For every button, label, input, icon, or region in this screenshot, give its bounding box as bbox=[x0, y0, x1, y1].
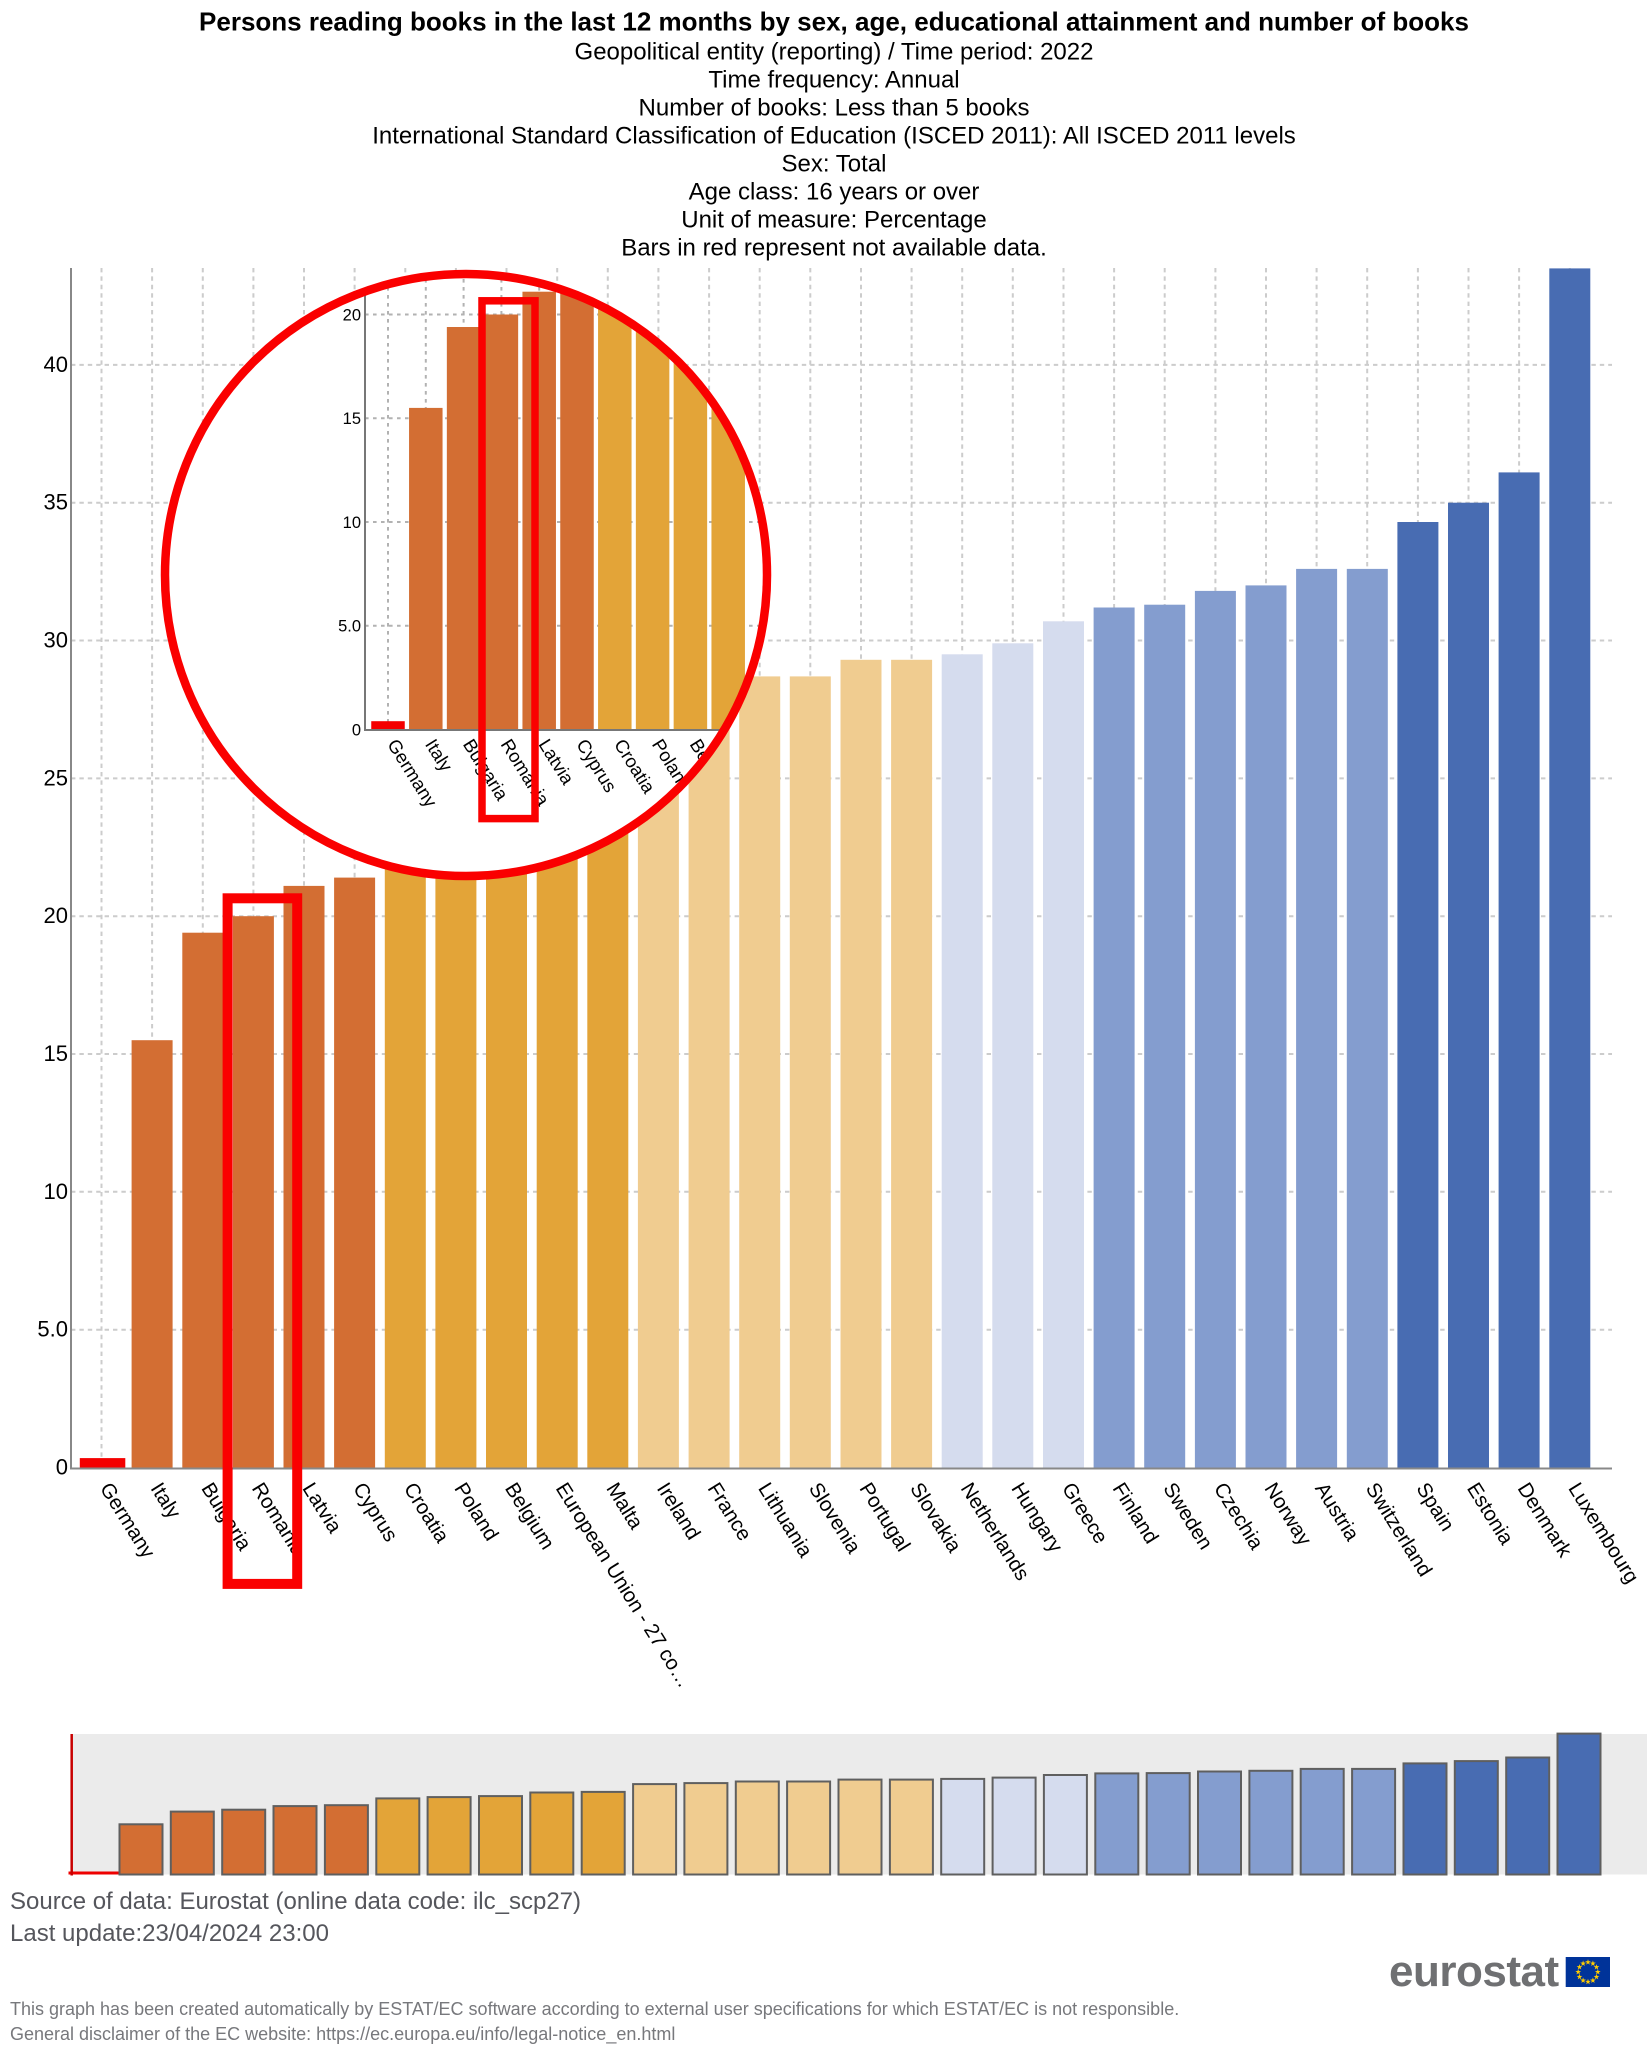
svg-text:International Standard Classif: International Standard Classification of… bbox=[372, 123, 1296, 150]
svg-text:Number of books: Less than 5 b: Number of books: Less than 5 books bbox=[639, 95, 1030, 122]
svg-text:25: 25 bbox=[44, 765, 68, 790]
svg-text:Bars in red represent not avai: Bars in red represent not available data… bbox=[621, 235, 1047, 262]
svg-text:General disclaimer of the EC w: General disclaimer of the EC website: ht… bbox=[10, 2024, 675, 2045]
svg-text:35: 35 bbox=[44, 490, 68, 515]
svg-text:40: 40 bbox=[44, 352, 68, 377]
svg-text:eurostat: eurostat bbox=[1389, 1947, 1559, 1996]
svg-text:Age class: 16 years or over: Age class: 16 years or over bbox=[689, 179, 980, 206]
svg-text:Time frequency: Annual: Time frequency: Annual bbox=[708, 67, 959, 94]
svg-text:Persons reading books in the l: Persons reading books in the last 12 mon… bbox=[199, 6, 1469, 36]
svg-text:15: 15 bbox=[343, 410, 361, 428]
svg-text:This graph has been created au: This graph has been created automaticall… bbox=[10, 1999, 1179, 2019]
svg-text:Source of data: Eurostat (onli: Source of data: Eurostat (online data co… bbox=[10, 1888, 581, 1915]
svg-text:20: 20 bbox=[44, 903, 68, 928]
svg-text:Geopolitical entity (reporting: Geopolitical entity (reporting) / Time p… bbox=[575, 39, 1094, 66]
svg-text:Sex: Total: Sex: Total bbox=[782, 151, 887, 178]
svg-text:15: 15 bbox=[44, 1041, 68, 1066]
svg-text:5.0: 5.0 bbox=[338, 618, 361, 636]
svg-text:0: 0 bbox=[56, 1455, 68, 1480]
svg-text:20: 20 bbox=[343, 306, 361, 324]
svg-text:Unit of measure: Percentage: Unit of measure: Percentage bbox=[681, 207, 987, 234]
svg-text:10: 10 bbox=[44, 1179, 68, 1204]
svg-text:5.0: 5.0 bbox=[37, 1317, 68, 1342]
svg-text:0: 0 bbox=[352, 721, 361, 739]
svg-text:30: 30 bbox=[44, 628, 68, 653]
svg-text:Last update:23/04/2024 23:00: Last update:23/04/2024 23:00 bbox=[10, 1920, 329, 1947]
svg-text:10: 10 bbox=[343, 514, 361, 532]
